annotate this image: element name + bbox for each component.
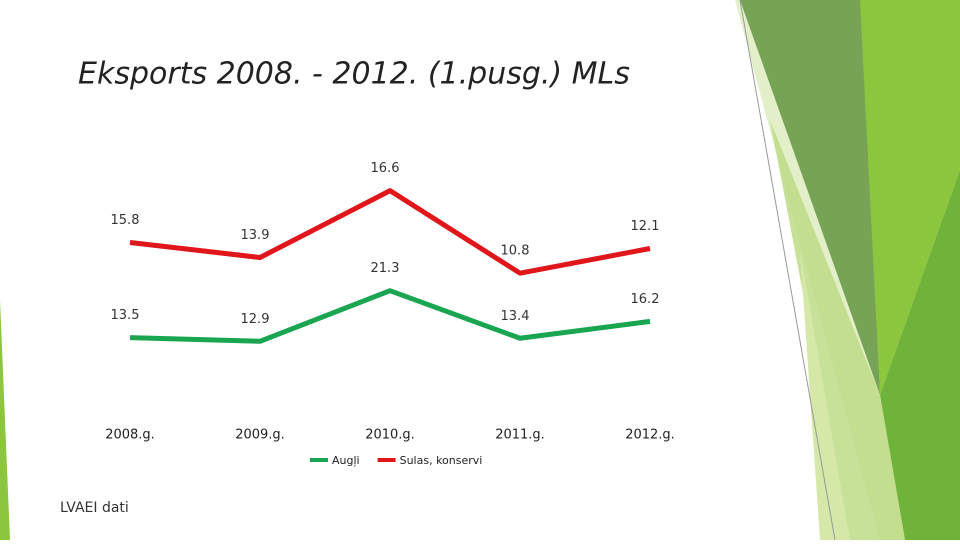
x-tick-label: 2012.g.: [625, 428, 675, 443]
legend-swatch: [310, 458, 328, 462]
data-label: 13.5: [111, 308, 140, 323]
x-tick-label: 2011.g.: [495, 428, 545, 443]
x-tick-label: 2010.g.: [365, 428, 415, 443]
data-label: 16.6: [371, 161, 400, 176]
data-label: 16.2: [631, 292, 660, 307]
data-label: 15.8: [111, 213, 140, 228]
data-label: 13.9: [241, 228, 270, 243]
chart-title: Eksports 2008. - 2012. (1.pusg.) MLs: [78, 57, 630, 92]
data-label: 12.1: [631, 219, 660, 234]
data-label: 13.4: [501, 309, 530, 324]
data-label: 10.8: [501, 244, 530, 259]
legend-label: Augļi: [332, 454, 360, 467]
legend-swatch: [377, 458, 396, 462]
data-label: 12.9: [241, 312, 270, 327]
x-tick-label: 2008.g.: [105, 428, 155, 443]
source: LVAEI dati: [60, 500, 129, 516]
series-line: [129, 188, 651, 276]
x-tick-label: 2009.g.: [235, 428, 285, 443]
legend-label: Sulas, konservi: [400, 454, 483, 467]
series-line: [129, 288, 651, 344]
data-label: 21.3: [371, 261, 400, 276]
